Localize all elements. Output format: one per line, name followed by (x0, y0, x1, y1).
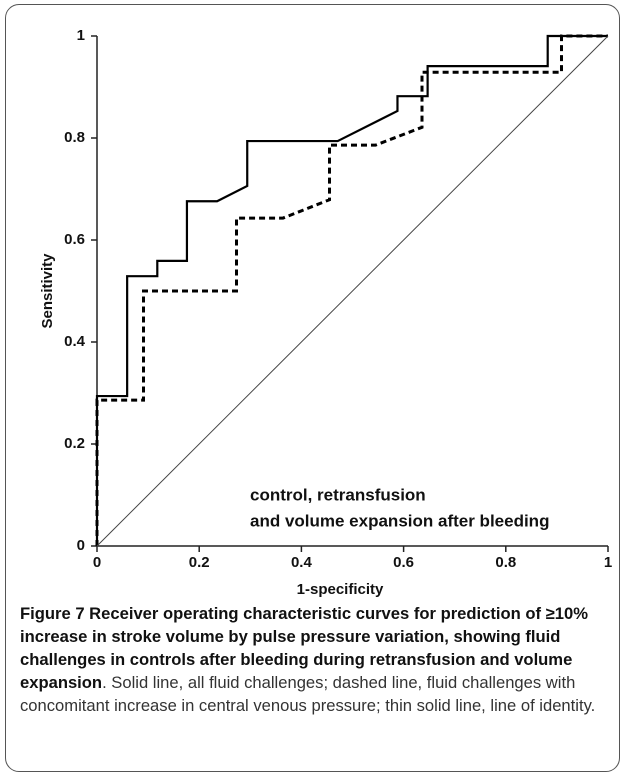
caption-text: . Solid line, all fluid challenges; dash… (20, 673, 596, 715)
annotation: control, retransfusion (250, 485, 426, 504)
x-tick-label: 0 (93, 554, 101, 571)
x-axis-label: 1-specificity (297, 581, 384, 598)
y-tick-label: 1 (77, 27, 85, 44)
x-tick-label: 0.6 (393, 554, 414, 571)
y-tick-label: 0.8 (64, 129, 85, 146)
roc-line (96, 35, 609, 547)
y-axis-label: Sensitivity (39, 253, 56, 329)
caption-label: Figure 7 (20, 604, 85, 623)
caption: Figure 7 Receiver operating characterist… (20, 602, 616, 717)
annotation: and volume expansion after bleeding (250, 511, 549, 530)
y-tick-label: 0.2 (64, 435, 85, 452)
figure-frame (5, 4, 620, 772)
x-tick-label: 0.4 (291, 554, 313, 571)
caption-bold: Receiver operating characteristic curves… (20, 604, 588, 692)
x-tick-label: 1 (604, 554, 612, 571)
chart: 1-specificity Sensitivity control, retra… (39, 27, 612, 598)
roc-line (95, 34, 608, 546)
x-tick-label: 0.2 (189, 554, 210, 571)
roc-line (95, 34, 608, 546)
y-tick-label: 0 (77, 537, 85, 554)
y-tick-label: 0.6 (64, 231, 85, 248)
x-tick-label: 0.8 (495, 554, 516, 571)
y-tick-label: 0.4 (64, 333, 86, 350)
